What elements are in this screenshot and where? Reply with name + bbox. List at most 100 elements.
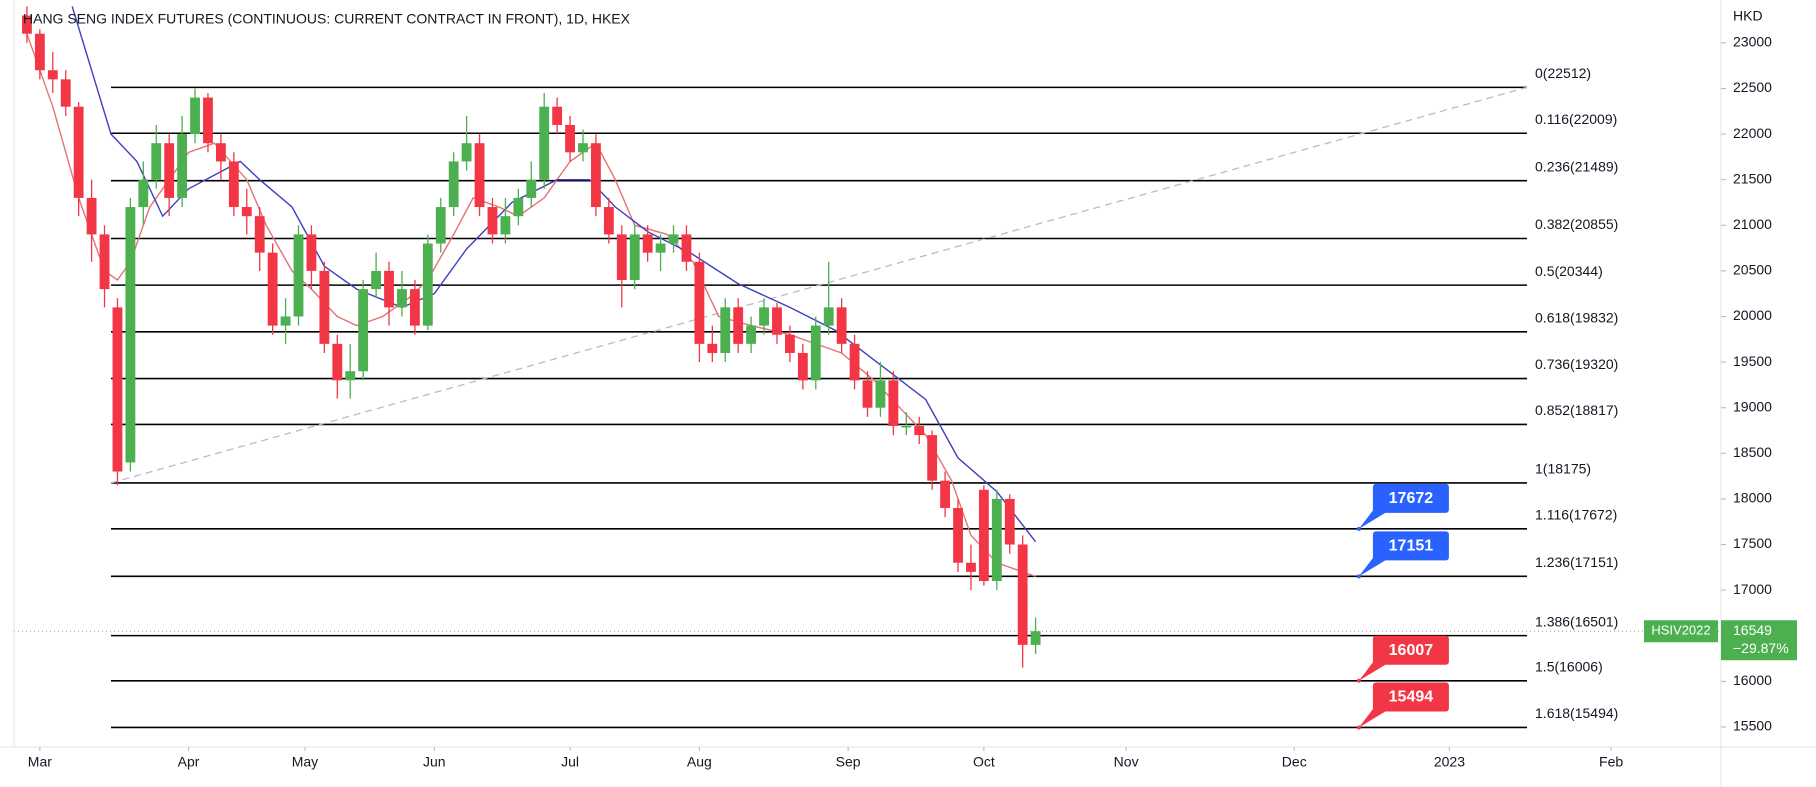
callout-label: 17151 — [1389, 538, 1434, 555]
candle-body — [914, 425, 925, 436]
y-tick-label: 20000 — [1733, 307, 1772, 323]
candle-body — [681, 234, 692, 262]
candle-body — [112, 307, 123, 472]
candle-body — [435, 207, 446, 244]
callout-anchor — [1356, 678, 1361, 683]
candle-body — [280, 316, 291, 326]
x-tick-label: May — [292, 754, 318, 770]
symbol-label: HSIV2022 — [1651, 623, 1710, 638]
fib-level-label: 1.386(16501) — [1535, 613, 1618, 629]
candle-body — [888, 380, 899, 426]
candle-body — [707, 343, 718, 353]
candle-body — [371, 270, 382, 290]
candle-body — [772, 307, 782, 335]
candle-body — [1030, 631, 1041, 645]
fib-level-label: 0.382(20855) — [1535, 216, 1618, 232]
candle-body — [526, 179, 537, 198]
candle-body — [422, 243, 433, 326]
x-tick-label: Nov — [1114, 754, 1139, 770]
candle-body — [241, 207, 252, 217]
candle-body — [746, 325, 757, 344]
candle-body — [810, 325, 821, 381]
x-tick-label: Feb — [1599, 754, 1623, 770]
x-tick-label: Jun — [423, 754, 446, 770]
x-tick-label: Mar — [28, 754, 52, 770]
y-tick-label: 16000 — [1733, 672, 1772, 688]
x-tick-label: Dec — [1282, 754, 1307, 770]
candle-body — [267, 252, 278, 326]
candle-body — [345, 371, 356, 381]
callout-pointer — [1358, 706, 1387, 728]
x-tick-label: Apr — [178, 754, 200, 770]
candle-body — [215, 143, 226, 162]
candle-body — [578, 143, 588, 153]
callout-box — [1372, 635, 1449, 665]
candle-body — [629, 234, 640, 281]
axes: 1550016000165001700017500180001850019000… — [28, 34, 1772, 770]
candle-body — [759, 307, 769, 326]
y-tick-label: 17500 — [1733, 535, 1772, 551]
symbol-tag — [1644, 620, 1718, 643]
fib-level-label: 1.618(15494) — [1535, 705, 1618, 721]
callout-anchor — [1356, 725, 1361, 730]
candle-body — [99, 234, 110, 290]
candle-body — [720, 307, 731, 353]
y-tick-label: 17000 — [1733, 581, 1772, 597]
candle-body — [319, 270, 330, 344]
fib-level-label: 0.116(22009) — [1535, 111, 1617, 127]
candle-body — [461, 143, 472, 162]
callout-box — [1372, 483, 1449, 513]
candle-body — [797, 352, 808, 381]
candle-body — [86, 197, 97, 235]
candle-body — [823, 307, 834, 326]
y-tick-label: 21500 — [1733, 170, 1772, 186]
candle-body — [616, 234, 627, 281]
candle-body — [293, 234, 304, 317]
candle-body — [940, 480, 951, 509]
y-tick-label: 22000 — [1733, 125, 1772, 141]
x-tick-label: Aug — [687, 754, 712, 770]
candle-body — [978, 489, 989, 581]
candle-body — [1004, 498, 1015, 545]
candle-body — [203, 97, 213, 144]
fib-level-label: 1(18175) — [1535, 461, 1591, 477]
fib-level-label: 0(22512) — [1535, 65, 1591, 81]
candle-body — [1017, 544, 1028, 645]
candle-body — [125, 207, 136, 463]
candle-body — [991, 498, 1002, 581]
y-tick-label: 18500 — [1733, 444, 1772, 460]
candle-body — [603, 207, 614, 235]
candle-body — [552, 106, 563, 125]
candle-body — [177, 134, 188, 198]
fib-level-label: 0.736(19320) — [1535, 356, 1618, 372]
candle-body — [151, 143, 162, 180]
callout-box — [1372, 682, 1449, 712]
candle-body — [190, 97, 200, 135]
fib-level-label: 1.236(17151) — [1535, 554, 1618, 570]
candle-body — [358, 289, 369, 372]
candle-body — [60, 79, 71, 107]
candle-body — [73, 106, 84, 198]
candle-body — [655, 243, 666, 253]
callout-anchor — [1356, 526, 1361, 531]
candle-body — [409, 289, 420, 326]
candle-body — [836, 307, 847, 344]
callout-label: 15494 — [1389, 689, 1434, 706]
candle-body — [642, 234, 653, 253]
price-tag — [1721, 620, 1797, 661]
callout-label: 17672 — [1389, 490, 1434, 507]
candle-body — [397, 289, 407, 308]
fib-level-label: 0.236(21489) — [1535, 158, 1618, 174]
change-label: −29.87% — [1733, 640, 1789, 656]
fib-level-label: 1.5(16006) — [1535, 658, 1603, 674]
candle-body — [306, 234, 317, 271]
candle-body — [849, 343, 860, 381]
moving-average-line — [71, 6, 1037, 543]
callout-anchor — [1356, 574, 1361, 579]
candle-body — [487, 207, 498, 235]
fib-level-label: 0.618(19832) — [1535, 310, 1618, 326]
x-tick-label: Oct — [973, 754, 995, 770]
candle-body — [784, 334, 795, 353]
